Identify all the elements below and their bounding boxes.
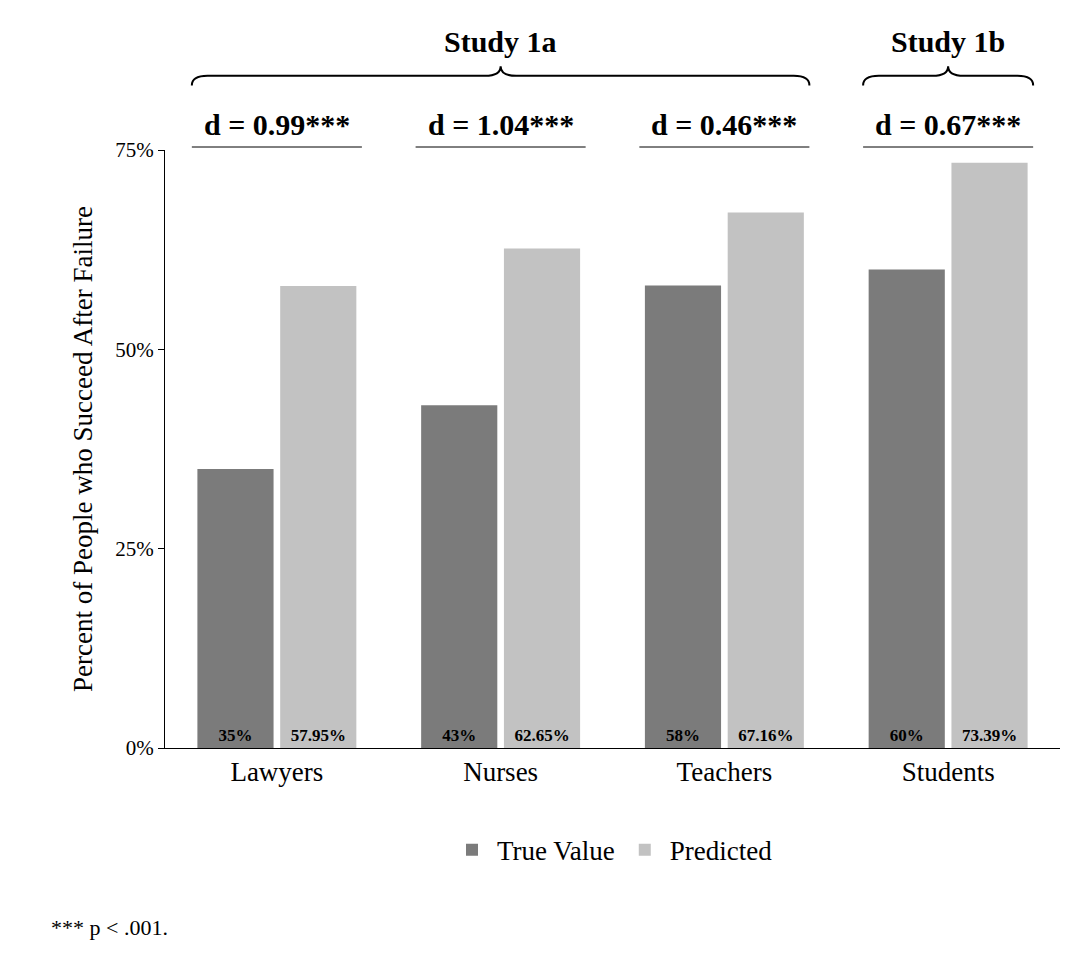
- svg-text:50%: 50%: [115, 338, 154, 362]
- svg-text:Predicted: Predicted: [670, 836, 772, 866]
- svg-text:58%: 58%: [666, 726, 700, 745]
- svg-text:Study 1a: Study 1a: [444, 25, 557, 58]
- svg-text:Nurses: Nurses: [463, 757, 538, 787]
- svg-text:43%: 43%: [442, 726, 476, 745]
- svg-text:*** p < .001.: *** p < .001.: [51, 915, 168, 940]
- svg-text:True Value: True Value: [497, 836, 615, 866]
- svg-text:Lawyers: Lawyers: [230, 757, 323, 787]
- svg-text:Students: Students: [902, 757, 995, 787]
- svg-text:d = 0.46***: d = 0.46***: [651, 108, 797, 141]
- svg-text:0%: 0%: [126, 736, 154, 760]
- svg-text:57.95%: 57.95%: [291, 726, 346, 745]
- svg-text:67.16%: 67.16%: [738, 726, 793, 745]
- svg-text:d = 1.04***: d = 1.04***: [428, 108, 574, 141]
- svg-text:25%: 25%: [115, 537, 154, 561]
- svg-text:d = 0.67***: d = 0.67***: [875, 108, 1021, 141]
- svg-text:62.65%: 62.65%: [514, 726, 569, 745]
- svg-text:75%: 75%: [115, 138, 154, 162]
- svg-text:Study 1b: Study 1b: [891, 25, 1005, 58]
- svg-text:73.39%: 73.39%: [962, 726, 1017, 745]
- svg-text:Percent of People who Succeed: Percent of People who Succeed After Fail…: [68, 206, 98, 692]
- svg-text:d = 0.99***: d = 0.99***: [204, 108, 350, 141]
- svg-text:Teachers: Teachers: [677, 757, 773, 787]
- svg-text:60%: 60%: [890, 726, 924, 745]
- svg-text:35%: 35%: [218, 726, 252, 745]
